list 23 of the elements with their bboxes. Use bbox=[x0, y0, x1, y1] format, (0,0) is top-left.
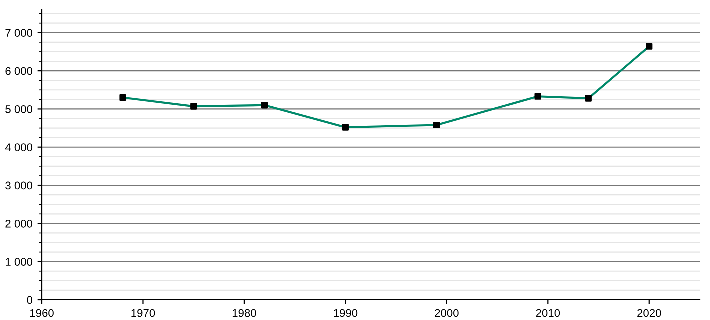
x-tick-label: 1990 bbox=[334, 309, 358, 318]
y-tick-label: 7 000 bbox=[6, 29, 33, 38]
x-tick-label: 1970 bbox=[132, 309, 156, 318]
point bbox=[261, 102, 268, 109]
y-tick-label: 1 000 bbox=[6, 258, 33, 266]
y-tick-label: 3 000 bbox=[6, 182, 33, 190]
y-tick-label: 0 bbox=[27, 296, 33, 304]
point bbox=[434, 122, 440, 129]
x-tick-label: 2010 bbox=[536, 309, 560, 318]
y-tick-label: 5 000 bbox=[6, 105, 33, 114]
x-tick-label: 2020 bbox=[638, 309, 662, 318]
point bbox=[646, 43, 653, 50]
x-tick-label: 1980 bbox=[232, 309, 256, 318]
y-tick-label: 2 000 bbox=[6, 220, 33, 228]
point bbox=[585, 95, 592, 102]
y-tick-label: 6 000 bbox=[6, 67, 33, 76]
y-tick-label: 4 000 bbox=[5, 144, 33, 152]
x-tick-label: 1960 bbox=[30, 309, 54, 318]
point bbox=[120, 94, 126, 102]
x-tick-label: 2000 bbox=[435, 309, 459, 318]
point bbox=[190, 103, 198, 110]
point bbox=[534, 93, 542, 100]
point bbox=[342, 124, 349, 131]
